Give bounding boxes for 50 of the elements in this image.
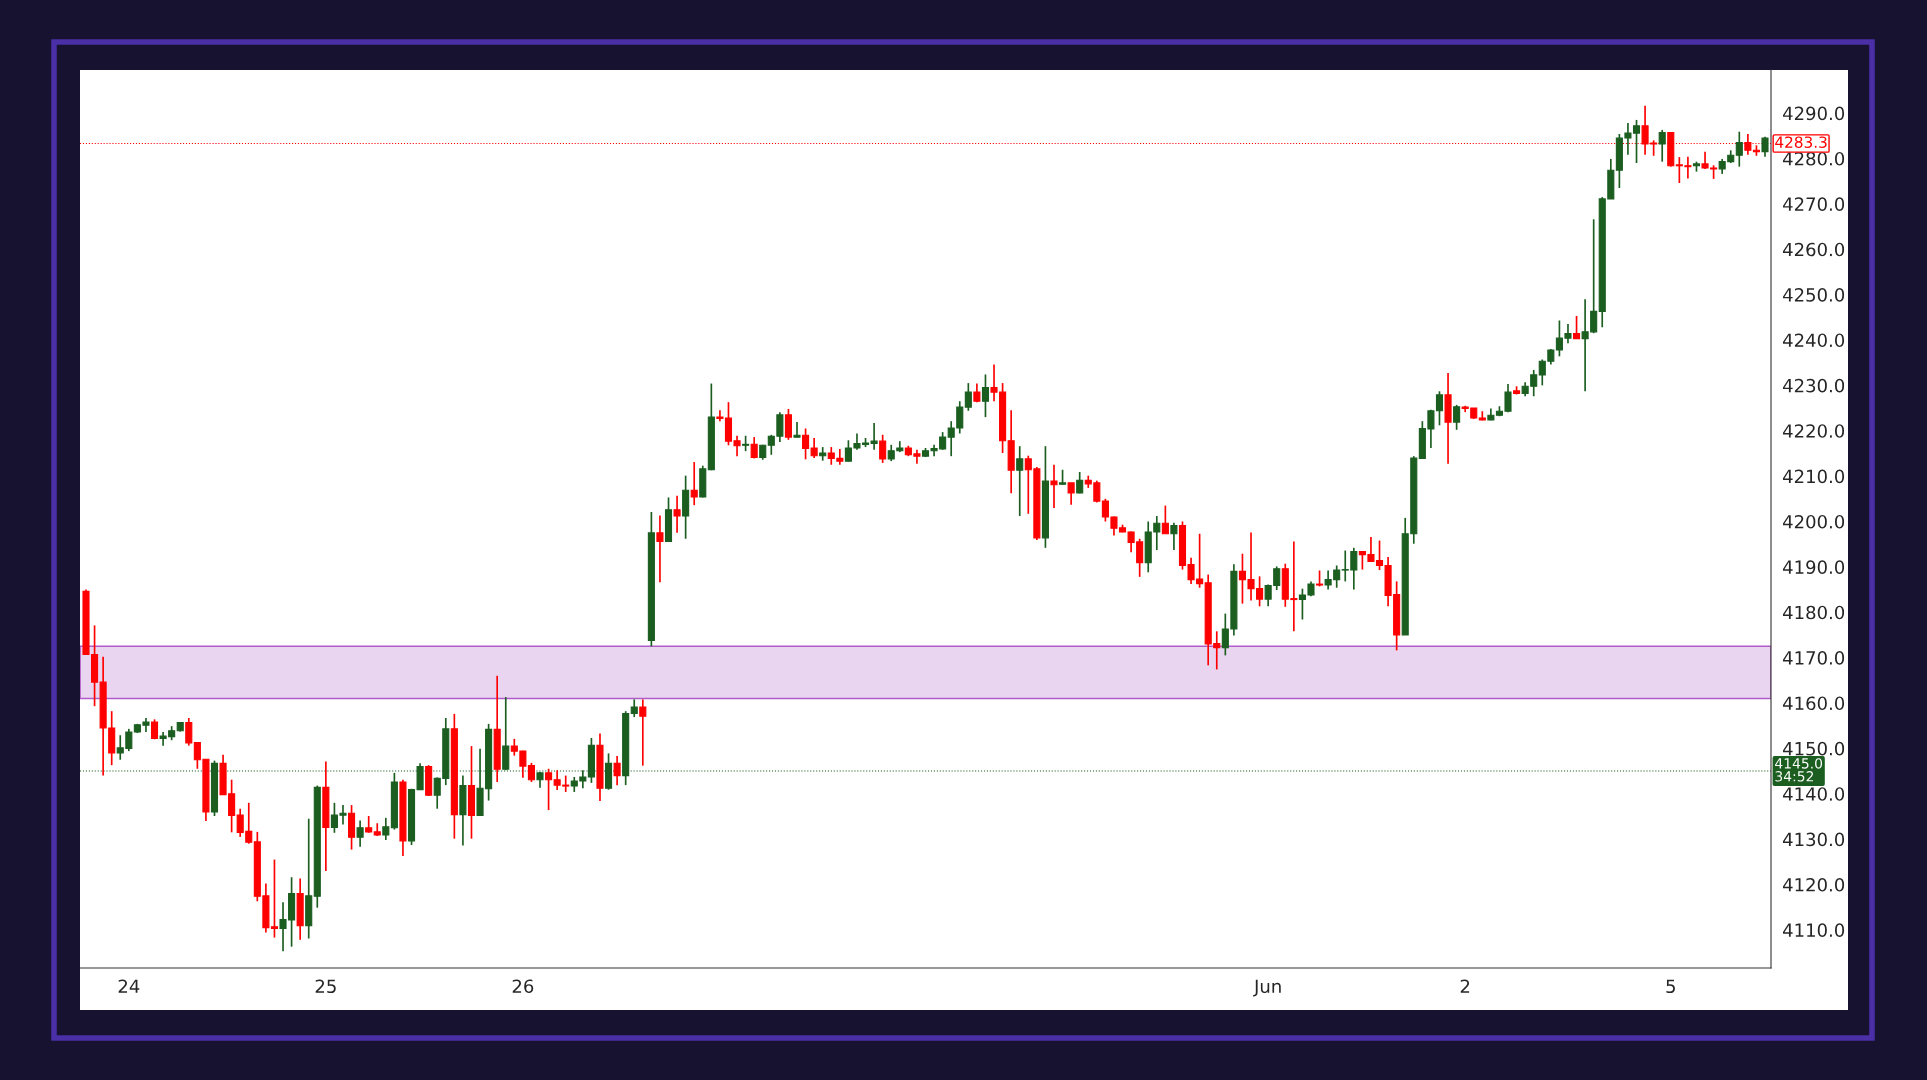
x-tick-label: 25: [315, 979, 336, 994]
candlestick: [639, 698, 647, 767]
candlestick: [356, 819, 364, 848]
candlestick: [1453, 404, 1461, 431]
y-tick-label: 4110.0: [1782, 923, 1845, 937]
y-tick-label: 4260.0: [1782, 242, 1845, 257]
y-tick-label: 4280.0: [1782, 151, 1845, 166]
y-tick-label: 4240.0: [1782, 333, 1845, 348]
candlestick: [1170, 522, 1178, 551]
y-tick-label: 4120.0: [1782, 877, 1845, 892]
x-tick-label: 24: [118, 979, 140, 993]
candlestick: [656, 514, 664, 584]
candlestick: [964, 382, 972, 412]
y-tick-label: 4200.0: [1782, 514, 1845, 529]
candlestick: [1016, 445, 1024, 517]
candlestick: [1572, 315, 1581, 340]
y-tick-label: 4130.0: [1782, 832, 1845, 847]
y-tick-label: 4250.0: [1782, 288, 1845, 302]
candlestick: [879, 433, 887, 464]
ref-line-label: 4145.0 34:52: [1775, 758, 1823, 782]
candlestick: [1161, 504, 1169, 535]
candlestick: [1658, 129, 1666, 163]
candlestick: [1735, 130, 1743, 168]
y-tick-label: 4290.0: [1782, 106, 1845, 121]
y-tick-label: 4190.0: [1782, 560, 1845, 574]
candlestick: [185, 717, 193, 747]
candlestick: [1050, 463, 1058, 509]
y-tick-label: 4140.0: [1782, 787, 1845, 801]
candlestick: [613, 755, 621, 786]
candlestick: [1067, 482, 1075, 506]
ref-line-label: 4283.3: [1775, 136, 1827, 148]
candlestick: [690, 461, 698, 506]
y-tick-label: 4220.0: [1782, 424, 1845, 438]
y-tick-label: 4230.0: [1782, 378, 1845, 393]
y-tick-label: 4170.0: [1782, 651, 1845, 665]
candlestick: [673, 494, 681, 534]
x-tick-label: 26: [512, 979, 534, 994]
y-tick-label: 4270.0: [1782, 197, 1845, 211]
x-tick-label: 2: [1460, 979, 1470, 993]
y-tick-label: 4150.0: [1782, 741, 1845, 756]
candlestick: [793, 421, 801, 439]
y-tick-label: 4180.0: [1782, 605, 1845, 620]
x-tick-label: Jun: [1253, 979, 1281, 997]
candlestick: [981, 373, 990, 418]
y-tick-label: 4160.0: [1782, 696, 1845, 711]
candlestick: [1076, 471, 1084, 495]
y-tick-label: 4210.0: [1782, 469, 1845, 484]
candlestick: [784, 408, 792, 441]
candlestick: [382, 816, 390, 841]
x-tick-label: 5: [1666, 979, 1675, 994]
